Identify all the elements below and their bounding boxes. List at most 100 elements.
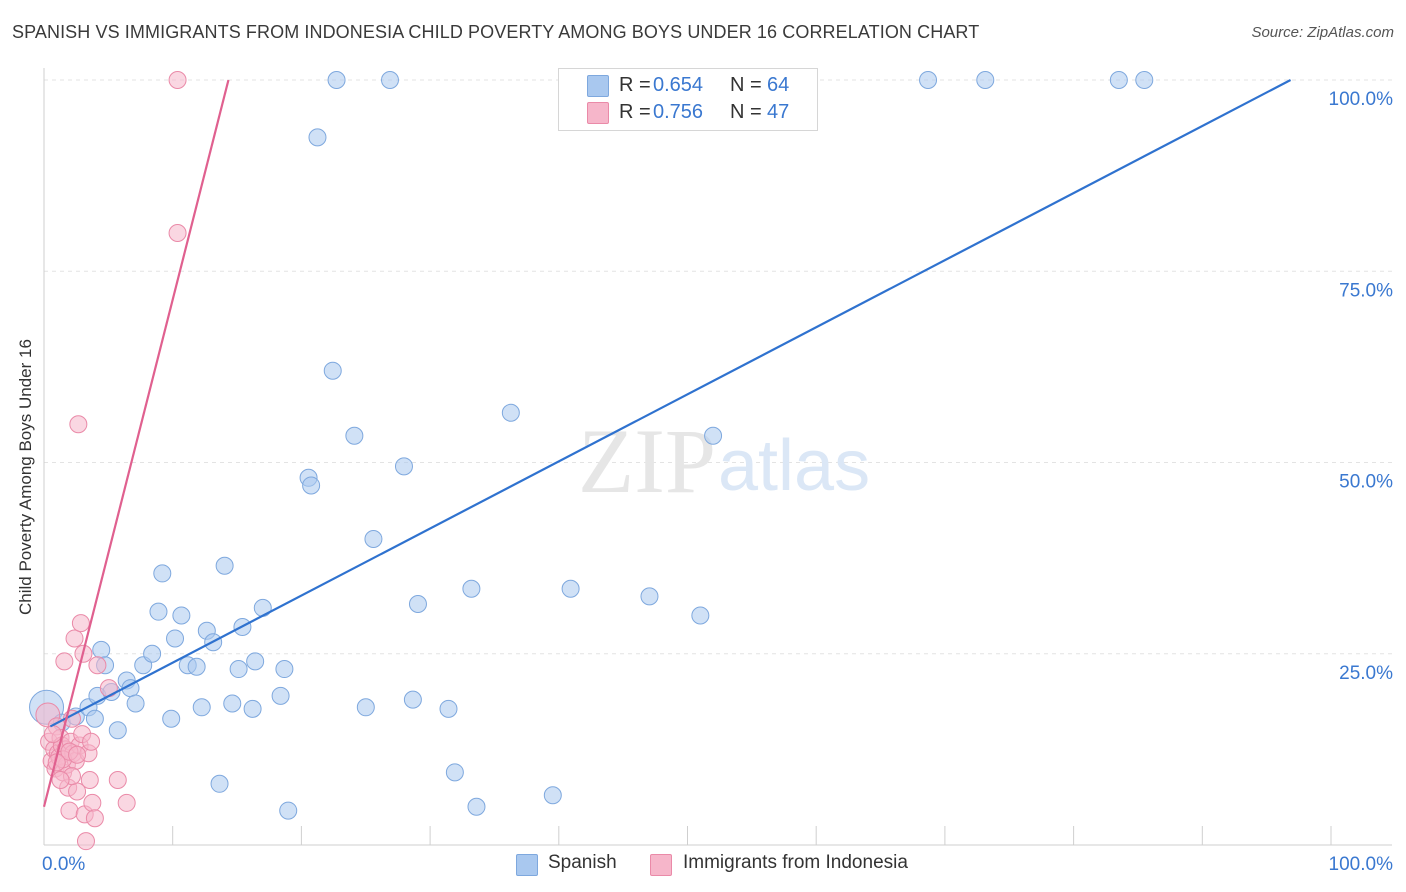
legend-r-value: 0.654 [653, 74, 704, 96]
trend-lines [42, 79, 1292, 808]
legend-r-label: R = [619, 101, 651, 123]
legend-n-label: N = [730, 74, 762, 96]
legend-r-label: R = [619, 74, 651, 96]
point-indonesia [83, 793, 102, 812]
point-spanish [439, 699, 458, 718]
point-indonesia [76, 832, 95, 851]
point-spanish [243, 699, 262, 718]
y-axis-label: Child Poverty Among Boys Under 16 [16, 339, 35, 615]
point-indonesia [117, 793, 136, 812]
point-spanish [108, 721, 127, 740]
point-spanish [364, 530, 383, 548]
axes [43, 68, 1392, 846]
point-spanish [149, 602, 168, 621]
point-spanish [153, 564, 172, 583]
point-indonesia [108, 770, 127, 789]
point-spanish [308, 128, 327, 147]
point-spanish [246, 652, 265, 671]
point-spanish [323, 361, 342, 380]
point-spanish [166, 629, 185, 648]
point-spanish [976, 71, 995, 89]
legend-swatch-indonesia [587, 102, 609, 124]
y-tick-label: 100.0% [1329, 89, 1394, 110]
legend-swatch-spanish [587, 75, 609, 97]
point-spanish [543, 786, 562, 805]
trend-line-spanish [49, 79, 1292, 728]
point-indonesia [51, 770, 70, 789]
legend-n-value: 64 [767, 74, 790, 96]
correlation-legend: R = 0.654 N = 64 R = 0.756 N = 47 [558, 68, 818, 131]
chart-title: SPANISH VS IMMIGRANTS FROM INDONESIA CHI… [12, 22, 980, 42]
point-spanish [1135, 71, 1154, 89]
point-spanish [223, 694, 242, 713]
point-spanish [143, 644, 162, 663]
x-tick-label: 0.0% [42, 854, 85, 875]
point-indonesia [88, 656, 107, 675]
data-points [29, 71, 1154, 851]
point-spanish [1109, 71, 1128, 89]
point-spanish [394, 457, 413, 476]
point-spanish [85, 709, 104, 728]
point-spanish [302, 476, 321, 495]
point-spanish [691, 606, 710, 625]
gridlines [44, 79, 1392, 655]
point-spanish [271, 686, 290, 705]
point-indonesia [168, 224, 187, 242]
point-spanish [704, 426, 723, 445]
point-spanish [919, 71, 938, 89]
legend-n-label: N = [730, 101, 762, 123]
source-credit: Source: ZipAtlas.com [1251, 24, 1394, 41]
point-spanish [561, 579, 580, 598]
point-spanish [92, 640, 111, 659]
point-spanish [445, 763, 464, 782]
y-tick-label: 50.0% [1339, 472, 1393, 493]
point-spanish [172, 606, 191, 625]
tick-labels: 25.0% 50.0% 75.0% 100.0% 0.0% 100.0% [42, 89, 1393, 875]
point-spanish [275, 660, 294, 679]
point-indonesia [60, 801, 79, 820]
point-spanish [210, 774, 229, 793]
legend-r-value: 0.756 [653, 101, 704, 123]
point-spanish [187, 657, 206, 676]
point-indonesia [65, 629, 84, 648]
legend-swatch-indonesia [650, 854, 672, 876]
point-spanish [501, 403, 520, 422]
point-indonesia [69, 415, 88, 434]
point-indonesia [43, 725, 62, 744]
point-indonesia [85, 809, 104, 828]
point-spanish [126, 694, 145, 713]
watermark-zip: ZIP [578, 410, 716, 512]
point-spanish [345, 426, 364, 445]
series-legend: Spanish Immigrants from Indonesia [0, 852, 1406, 878]
point-indonesia [99, 679, 118, 698]
point-spanish [408, 595, 427, 614]
point-spanish [279, 801, 298, 820]
point-indonesia [71, 614, 90, 633]
trend-line-indonesia [42, 79, 230, 808]
point-spanish [327, 71, 346, 89]
point-indonesia [55, 652, 74, 671]
y-tick-label: 75.0% [1339, 280, 1393, 301]
point-spanish [356, 698, 375, 717]
point-indonesia [82, 732, 101, 751]
y-tick-label: 25.0% [1339, 663, 1393, 684]
point-spanish [467, 797, 486, 816]
point-indonesia [80, 770, 99, 789]
point-indonesia [168, 71, 187, 89]
legend-swatch-spanish [516, 854, 538, 876]
point-spanish [380, 71, 399, 89]
point-spanish [403, 690, 422, 709]
legend-label-spanish: Spanish [548, 852, 617, 873]
point-indonesia [68, 745, 87, 764]
x-tick-label: 100.0% [1329, 854, 1394, 875]
legend-label-indonesia: Immigrants from Indonesia [683, 852, 908, 873]
point-spanish [162, 709, 181, 728]
point-spanish [229, 660, 248, 679]
point-spanish [462, 579, 481, 598]
point-spanish [640, 587, 659, 606]
point-spanish [192, 698, 211, 717]
legend-n-value: 47 [767, 101, 790, 123]
point-spanish [215, 556, 234, 575]
watermark-atlas: atlas [718, 426, 870, 506]
